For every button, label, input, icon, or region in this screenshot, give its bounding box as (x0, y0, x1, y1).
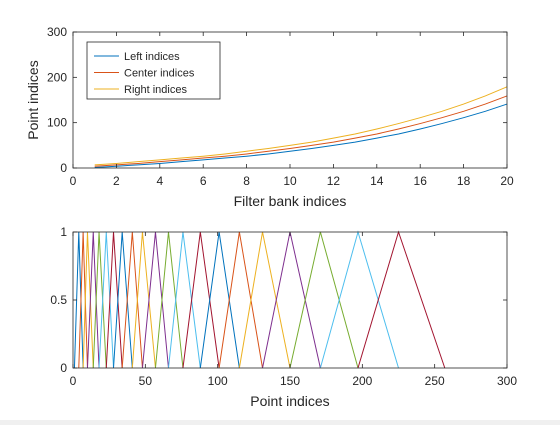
y-tick-label: 0 (60, 161, 67, 175)
legend-entry: Center indices (124, 68, 195, 80)
x-tick-label: 18 (457, 174, 471, 188)
series-line-right-indices (94, 86, 508, 166)
y-tick-label: 0.5 (50, 293, 67, 307)
legend-entry: Left indices (124, 51, 180, 63)
series-line-left-indices (94, 103, 508, 169)
x-axis-label: Point indices (250, 393, 329, 409)
x-tick-label: 6 (200, 174, 207, 188)
y-tick-label: 0 (60, 361, 67, 375)
plot-area (73, 232, 507, 368)
series-line-center-indices (94, 95, 508, 167)
x-tick-label: 50 (139, 374, 153, 388)
x-tick-label: 150 (280, 374, 300, 388)
x-tick-label: 16 (414, 174, 428, 188)
y-tick-label: 200 (47, 70, 67, 84)
x-tick-label: 250 (425, 374, 445, 388)
x-tick-label: 20 (500, 174, 514, 188)
x-tick-label: 8 (243, 174, 250, 188)
y-axis-label: Point indices (25, 60, 41, 139)
bottom-axes: 0 50 100 150 200 250 300 0 0.5 1 Point indices (50, 225, 517, 409)
x-tick-label: 4 (156, 174, 163, 188)
x-tick-label: 200 (352, 374, 372, 388)
x-tick-label: 12 (327, 174, 341, 188)
x-tick-label: 300 (497, 374, 517, 388)
x-tick-label: 0 (70, 374, 77, 388)
legend-entry: Right indices (124, 84, 187, 96)
x-axis-label: Filter bank indices (234, 193, 347, 209)
x-tick-label: 2 (113, 174, 120, 188)
legend: Left indices Center indices Right indices (86, 41, 221, 100)
y-tick-label: 300 (47, 25, 67, 39)
y-tick-label: 1 (60, 225, 67, 239)
x-tick-label: 14 (370, 174, 384, 188)
x-tick-label: 100 (208, 374, 228, 388)
y-tick-label: 100 (47, 116, 67, 130)
x-tick-label: 0 (70, 174, 77, 188)
x-tick-label: 10 (283, 174, 297, 188)
